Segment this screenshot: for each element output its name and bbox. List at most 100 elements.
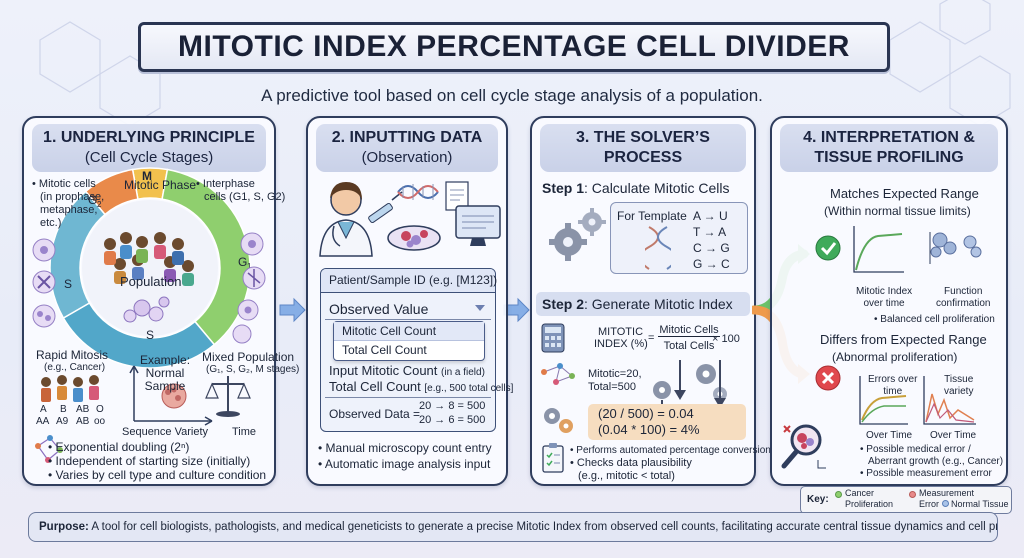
network-nodes-icon [541,363,575,385]
genotype-top-a: A [40,404,47,415]
solver-illustration [541,323,727,433]
differs-title: Differs from Expected Range [820,332,987,347]
template-label: For Template [617,209,687,223]
panel-2-bullet-2: • Automatic image analysis input [318,457,491,471]
clipboard-checklist-icon [542,443,564,473]
key-item-measurement: Measurement Error Normal Tissue [919,488,1009,510]
patient-id-label: Patient/Sample ID (e.g. [M123]) [329,273,498,287]
ring-label-m: M [142,169,152,183]
scientist-icon [319,182,373,257]
formula-numerator: Mitotic Cells [658,324,720,337]
mitotic-phase-label: Mitotic Phase [124,178,197,192]
observed-value-label: Observed Value [329,301,429,317]
panel-4-bullet-1: • Possible medical error / [860,444,971,455]
genotype-top-b: B [60,404,67,415]
observed-value-dropdown[interactable]: Observed Value [325,298,491,320]
formula-left: MITOTIC INDEX (%) [594,326,648,350]
magnifier-inspection-icon [781,424,826,469]
panel-3-heading: 3. THE SOLVER’S PROCESS [540,124,746,172]
purpose-label: Purpose: [39,521,89,533]
genotype-bottom-a9: A9 [56,416,69,427]
errors-over-time-l1: Errors over [868,374,918,385]
step-1-label: Step 1: Calculate Mitotic Cells [542,180,730,196]
key-item-cancer: Cancer Proliferation [845,488,893,510]
rapid-mitosis-label: Rapid Mitosis [36,348,109,362]
purpose-text: A tool for cell biologists, pathologists… [91,521,997,533]
title-banner: MITOTIC INDEX PERCENTAGE CELL DIVIDER [138,22,890,72]
mitotic-cells-note-l4: etc.) [40,217,62,229]
mitotic-index-over-time-l1: Mitotic Index [856,286,913,297]
match-illustration [815,226,982,273]
match-title: Matches Expected Range [830,186,979,201]
page-subtitle: A predictive tool based on cell cycle st… [261,86,763,105]
differs-illustration [815,365,976,425]
total-cell-count-field[interactable]: Total Cell Count [e.g., 500 total cells] [329,379,513,394]
option-mitotic-cell-count[interactable]: Mitotic Cell Count [334,322,484,341]
differs-subtitle: (Abnormal proliferation) [832,350,958,364]
errors-over-time-label: Errors over time [868,374,917,398]
formula-multiplier: × 100 [712,333,740,345]
small-gears-icon [544,364,727,433]
observed-value-options: Mitotic Cell Count Total Cell Count [333,321,485,361]
step-1-text: : Calculate Mitotic Cells [584,180,730,196]
key-measurement-l2: Error Normal Tissue [919,499,1009,510]
example-l3: Sample [144,379,186,393]
panel-2-subtitle: (Observation) [361,149,453,166]
purpose-bar: Purpose: A tool for cell biologists, pat… [28,512,998,542]
observed-data-label: Observed Data = [329,407,421,421]
step-2-label: Step 2: Generate Mitotic Index [542,296,733,312]
normal-tissue-dot-icon [941,500,949,507]
input-mitotic-count-note: (in a field) [441,367,485,378]
time-label: Time [232,426,257,438]
gears-icon [549,208,606,261]
example-l2: Normal [145,366,185,380]
option-total-cell-count[interactable]: Total Cell Count [342,343,427,357]
panel-3-title-l2: PROCESS [603,149,683,166]
panel-4-bullets: • Possible medical error / Aberrant grow… [860,444,1003,480]
key-cancer-l2: Proliferation [845,499,894,509]
population-cells-icon [123,296,170,323]
document-icon [445,181,469,211]
tissue-variety-l1: Tissue [944,374,974,385]
patient-id-field[interactable]: Patient/Sample ID (e.g. [M123]) [321,269,498,293]
sample-input-form: Patient/Sample ID (e.g. [M123]) Observed… [320,268,513,432]
rapid-mitosis-sub: (e.g., Cancer) [44,362,106,373]
panel-1-bullet-3: • Varies by cell type and culture condit… [48,468,267,482]
mixed-population-sub: (G₁, S, G₂, M stages) [206,364,300,375]
over-time-label-1: Over Time [866,430,913,441]
ring-segment-g1 [161,168,251,346]
ring-label-g2-sub: 2 [97,200,102,209]
cell-cycle-diagram: M G 2 G 1 S S Population [32,167,266,463]
template-box: For Template A → U T → A C → G G → C [610,202,748,274]
calculator-icon [541,323,565,353]
step-2-bar: Step 2: Generate Mitotic Index [536,292,750,316]
function-confirmation-l1: Function [944,286,983,297]
panel-4-heading: 4. INTERPRETATION & TISSUE PROFILING [780,124,998,172]
template-pair-1: A → U [693,209,728,223]
over-time-label-2: Over Time [930,430,977,441]
observed-row-1: 20 → 8 = 500 [419,400,486,412]
ring-label-s-left: S [64,277,72,291]
panel-3-title: 3. THE SOLVER’S [576,129,710,146]
panel-3-bullets: • Performs automated percentage conversi… [570,444,771,483]
panel-2-bullet-1: • Manual microscopy count entry [318,441,492,455]
example-normal-sample: Example: Normal Sample [140,354,190,393]
mitotic-cells-note-l1: • Mitotic cells [32,178,96,190]
mitotic-cells-note-l2: (in prophase, [40,191,105,203]
function-confirmation: Function confirmation [936,286,990,310]
formula-equals: = [648,332,655,344]
observed-data-box: Observed Data = 20 → 8 = 500 20 → 6 = 50… [325,397,491,429]
key-cancer-l1: Cancer [845,488,875,498]
panel-1-bullet-2: • Independent of starting size (initiall… [48,454,251,468]
check-circle-icon [815,235,841,261]
formula-left-l2: INDEX (%) [594,338,648,350]
formula-left-l1: MITOTIC [598,326,644,338]
ring-segment-g2 [84,168,139,216]
panel-1-subtitle: (Cell Cycle Stages) [84,149,214,166]
genotype-bottom-ab: AB [76,416,90,427]
population-people-icon [104,232,194,286]
total-cell-count-note: [e.g., 500 total cells] [424,383,514,394]
arrow-right-icon [279,297,306,323]
input-mitotic-count-field[interactable]: Input Mitotic Count (in a field) [329,363,485,378]
panel-2-bullets: • Manual microscopy count entry • Automa… [318,440,492,472]
